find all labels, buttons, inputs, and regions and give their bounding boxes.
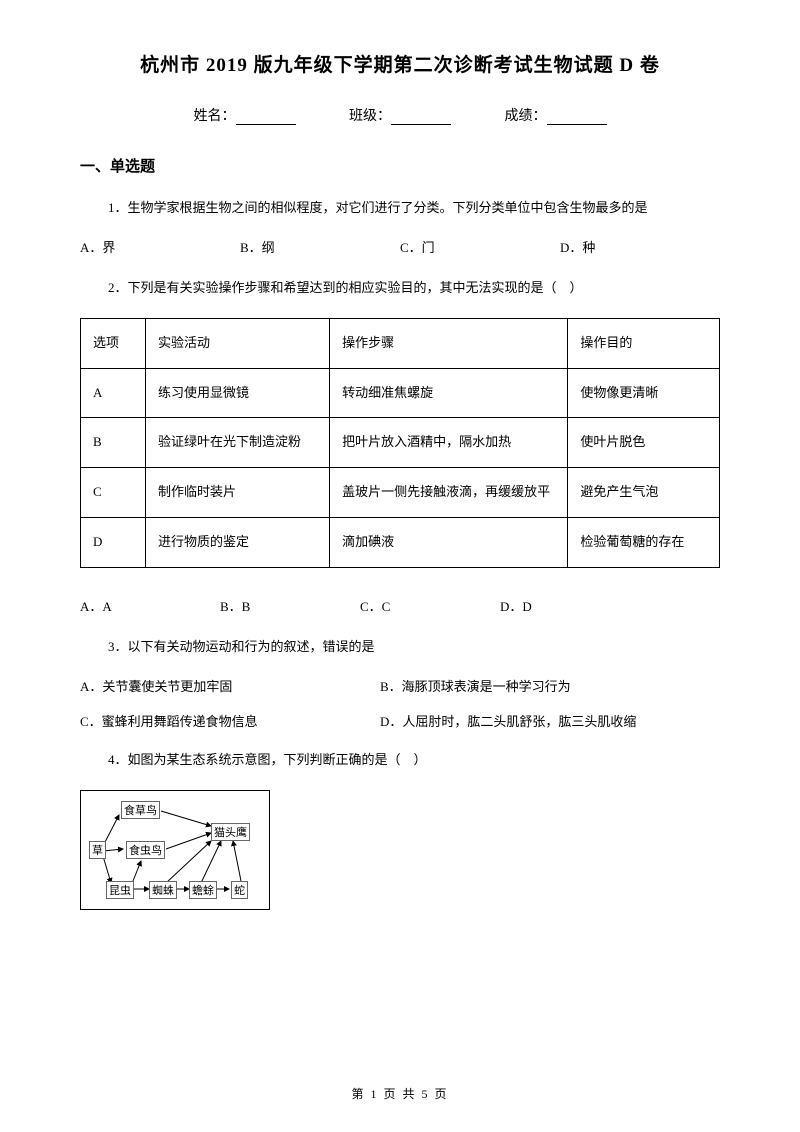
- cell: A: [81, 368, 146, 418]
- q1-text: 1．生物学家根据生物之间的相似程度，对它们进行了分类。下列分类单位中包含生物最多…: [80, 196, 720, 219]
- q2-opt-a: A．A: [80, 596, 220, 615]
- cell: C: [81, 468, 146, 518]
- node-herb-bird: 食草鸟: [121, 801, 160, 819]
- form-row: 姓名： 班级： 成绩：: [80, 105, 720, 125]
- class-label: 班级：: [349, 109, 391, 124]
- q1-opt-b: B．纲: [240, 237, 400, 256]
- section-header: 一、单选题: [80, 155, 720, 176]
- th-activity: 实验活动: [145, 318, 329, 368]
- q3-opt-c: C．蜜蜂利用舞蹈传递食物信息: [80, 711, 380, 730]
- cell: 盖玻片一侧先接触液滴，再缓缓放平: [330, 468, 568, 518]
- cell: 滴加碘液: [330, 517, 568, 567]
- cell: 进行物质的鉴定: [145, 517, 329, 567]
- q2-opt-d: D．D: [500, 596, 640, 615]
- table-row: C 制作临时装片 盖玻片一侧先接触液滴，再缓缓放平 避免产生气泡: [81, 468, 720, 518]
- name-label: 姓名：: [194, 109, 236, 124]
- table-row: B 验证绿叶在光下制造淀粉 把叶片放入酒精中，隔水加热 使叶片脱色: [81, 418, 720, 468]
- q2-opt-c: C．C: [360, 596, 500, 615]
- table-row: A 练习使用显微镜 转动细准焦螺旋 使物像更清晰: [81, 368, 720, 418]
- cell: B: [81, 418, 146, 468]
- q2-opt-b: B．B: [220, 596, 360, 615]
- q3-opt-d: D．人屈肘时，肱二头肌舒张，肱三头肌收缩: [380, 711, 680, 730]
- q3-opt-a: A．关节囊使关节更加牢固: [80, 676, 380, 695]
- score-blank[interactable]: [547, 111, 607, 125]
- node-grass: 草: [89, 841, 106, 859]
- node-snake: 蛇: [231, 881, 248, 899]
- page-footer: 第 1 页 共 5 页: [0, 1085, 800, 1102]
- q4-text: 4．如图为某生态系统示意图，下列判断正确的是（ ）: [80, 748, 720, 771]
- page-title: 杭州市 2019 版九年级下学期第二次诊断考试生物试题 D 卷: [80, 50, 720, 77]
- cell: 避免产生气泡: [568, 468, 720, 518]
- cell: 把叶片放入酒精中，隔水加热: [330, 418, 568, 468]
- q3-options: A．关节囊使关节更加牢固 B．海豚顶球表演是一种学习行为 C．蜜蜂利用舞蹈传递食…: [80, 676, 720, 730]
- cell: 练习使用显微镜: [145, 368, 329, 418]
- cell: 转动细准焦螺旋: [330, 368, 568, 418]
- node-owl: 猫头鹰: [211, 823, 250, 841]
- cell: 使物像更清晰: [568, 368, 720, 418]
- q1-opt-c: C．门: [400, 237, 560, 256]
- node-spider: 蜘蛛: [149, 881, 177, 899]
- node-toad: 蟾蜍: [189, 881, 217, 899]
- cell: D: [81, 517, 146, 567]
- q3-opt-b: B．海豚顶球表演是一种学习行为: [380, 676, 680, 695]
- node-insect: 昆虫: [106, 881, 134, 899]
- node-insect-bird: 食虫鸟: [126, 841, 165, 859]
- ecosystem-diagram: 草 食草鸟 食虫鸟 猫头鹰 昆虫 蜘蛛 蟾蜍 蛇: [80, 790, 270, 910]
- class-blank[interactable]: [391, 111, 451, 125]
- table-row: D 进行物质的鉴定 滴加碘液 检验葡萄糖的存在: [81, 517, 720, 567]
- cell: 使叶片脱色: [568, 418, 720, 468]
- score-label: 成绩：: [505, 109, 547, 124]
- cell: 检验葡萄糖的存在: [568, 517, 720, 567]
- table-header-row: 选项 实验活动 操作步骤 操作目的: [81, 318, 720, 368]
- th-option: 选项: [81, 318, 146, 368]
- q2-table: 选项 实验活动 操作步骤 操作目的 A 练习使用显微镜 转动细准焦螺旋 使物像更…: [80, 318, 720, 568]
- cell: 制作临时装片: [145, 468, 329, 518]
- q1-opt-d: D．种: [560, 237, 720, 256]
- q1-options: A．界 B．纲 C．门 D．种: [80, 237, 720, 256]
- cell: 验证绿叶在光下制造淀粉: [145, 418, 329, 468]
- q1-opt-a: A．界: [80, 237, 240, 256]
- th-step: 操作步骤: [330, 318, 568, 368]
- name-blank[interactable]: [236, 111, 296, 125]
- q2-options: A．A B．B C．C D．D: [80, 596, 720, 615]
- q3-text: 3．以下有关动物运动和行为的叙述，错误的是: [80, 635, 720, 658]
- th-purpose: 操作目的: [568, 318, 720, 368]
- q2-text: 2．下列是有关实验操作步骤和希望达到的相应实验目的，其中无法实现的是（ ）: [80, 276, 720, 299]
